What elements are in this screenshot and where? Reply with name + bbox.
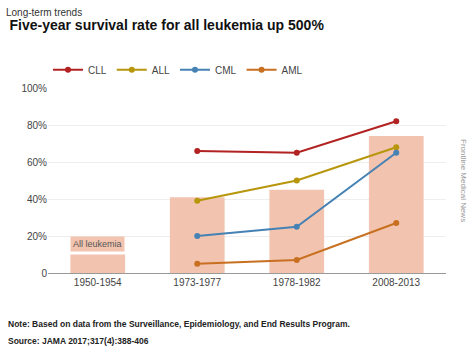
svg-text:Long-term trends: Long-term trends: [6, 7, 82, 18]
svg-text:60%: 60%: [27, 157, 47, 168]
svg-text:1973-1977: 1973-1977: [173, 277, 221, 288]
svg-text:1978-1982: 1978-1982: [273, 277, 321, 288]
svg-text:80%: 80%: [27, 120, 47, 131]
svg-text:100%: 100%: [21, 83, 47, 94]
svg-text:CLL: CLL: [88, 65, 107, 76]
svg-text:Five-year survival rate for al: Five-year survival rate for all leukemia…: [9, 17, 324, 33]
svg-text:20%: 20%: [27, 231, 47, 242]
svg-text:Source: JAMA 2017;317(4):388-4: Source: JAMA 2017;317(4):388-406: [8, 336, 149, 346]
svg-text:1950-1954: 1950-1954: [74, 277, 122, 288]
svg-text:2008-2013: 2008-2013: [372, 277, 420, 288]
svg-text:0: 0: [41, 268, 47, 279]
svg-text:CML: CML: [215, 65, 237, 76]
svg-text:40%: 40%: [27, 194, 47, 205]
svg-text:ALL: ALL: [152, 65, 170, 76]
svg-text:Note: Based on data from the S: Note: Based on data from the Surveillanc…: [8, 319, 350, 329]
svg-text:All leukemia: All leukemia: [73, 239, 122, 249]
svg-text:AML: AML: [282, 65, 303, 76]
svg-text:Frontline Medical News: Frontline Medical News: [459, 139, 468, 222]
